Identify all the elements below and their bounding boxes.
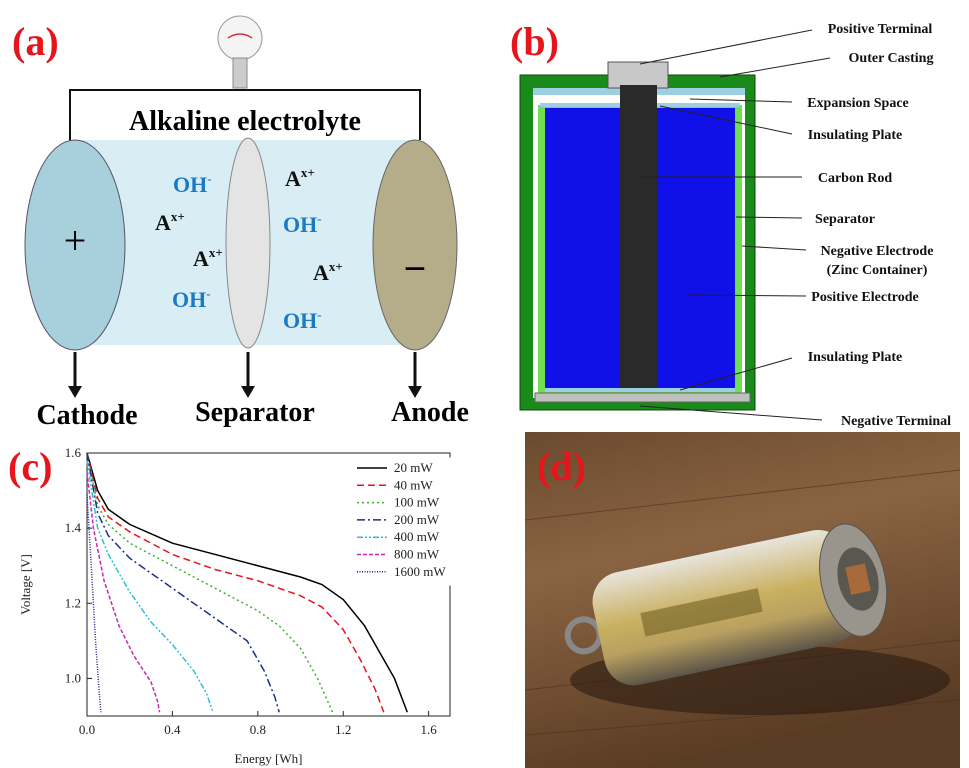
negative-terminal [534, 392, 751, 403]
x-tick-label: 0.8 [250, 722, 266, 737]
y-tick-label: 1.6 [65, 445, 82, 460]
legend-label: 1600 mW [394, 564, 446, 579]
caption: Cathode [36, 400, 137, 431]
ion: Ax+ [193, 245, 223, 271]
legend-label: 20 mW [394, 460, 433, 475]
sign: − [404, 246, 427, 291]
series-line [86, 494, 102, 713]
y-axis-label: Voltage [V] [18, 554, 33, 615]
series-line [86, 452, 385, 713]
y-tick-label: 1.0 [65, 670, 81, 685]
legend-label: 40 mW [394, 477, 433, 492]
battery [564, 523, 888, 686]
x-axis-label: Energy [Wh] [235, 751, 303, 766]
series-line [86, 452, 408, 713]
panel-d: (d) [524, 432, 961, 768]
part-label: (Zinc Container) [827, 263, 928, 278]
carbon-rod [620, 85, 657, 390]
part-label: Separator [815, 212, 875, 227]
x-tick-label: 0.0 [79, 722, 95, 737]
legend-label: 400 mW [394, 529, 440, 544]
series-line [86, 460, 214, 713]
panel-label: (d) [537, 444, 586, 489]
leader-lines [639, 29, 831, 421]
legend-label: 100 mW [394, 495, 440, 510]
legend-box [351, 457, 473, 586]
panel-c: (c) 0.0 0.4 0.8 1.2 1.6 1.0 1.2 1.4 1.6 Energy [W… [8, 444, 473, 766]
part-label: Negative Electrode [821, 244, 934, 259]
y-tick-label: 1.4 [65, 520, 82, 535]
caption: Separator [195, 397, 315, 428]
part-label: Negative Terminal [841, 414, 951, 429]
part-label: Outer Casting [849, 51, 934, 66]
ion: OH- [283, 211, 322, 237]
panel-b: (b) Positive Terminal Outer Casting Expa… [510, 19, 951, 429]
series-line [86, 452, 280, 713]
wire [69, 89, 421, 150]
part-label: Insulating Plate [808, 350, 903, 365]
insulating-plate [545, 388, 735, 392]
series-line [86, 452, 334, 713]
panel-label: (c) [8, 444, 52, 489]
legend-label: 200 mW [394, 512, 440, 527]
part-label: Positive Terminal [828, 22, 933, 37]
bulb [217, 15, 263, 89]
arrows [73, 352, 417, 390]
cathode [24, 139, 126, 351]
ion: OH- [172, 286, 211, 312]
part-label: Carbon Rod [818, 171, 893, 186]
part-label: Expansion Space [807, 96, 909, 111]
separator [225, 137, 271, 349]
y-tick-label: 1.2 [65, 595, 81, 610]
title: Alkaline electrolyte [129, 106, 361, 137]
series-line [86, 471, 161, 713]
ion: Ax+ [313, 259, 343, 285]
positive-terminal [607, 61, 669, 89]
panel-a: (a) Alkaline electrolyte + − OH- Ax+ Ax+… [12, 15, 469, 431]
caption: Anode [391, 397, 469, 428]
arrowheads [68, 386, 422, 398]
panel-label: (a) [12, 19, 59, 64]
legend-label: 800 mW [394, 547, 440, 562]
part-label: Positive Electrode [811, 290, 918, 305]
x-tick-label: 1.2 [335, 722, 351, 737]
x-tick-label: 1.6 [421, 722, 438, 737]
ion: Ax+ [285, 165, 315, 191]
ion: Ax+ [155, 209, 185, 235]
ion: OH- [283, 307, 322, 333]
x-tick-label: 0.4 [164, 722, 181, 737]
ion: OH- [173, 171, 212, 197]
part-label: Insulating Plate [808, 128, 903, 143]
panel-label: (b) [510, 19, 559, 64]
sign: + [64, 218, 87, 263]
anode [372, 139, 458, 351]
